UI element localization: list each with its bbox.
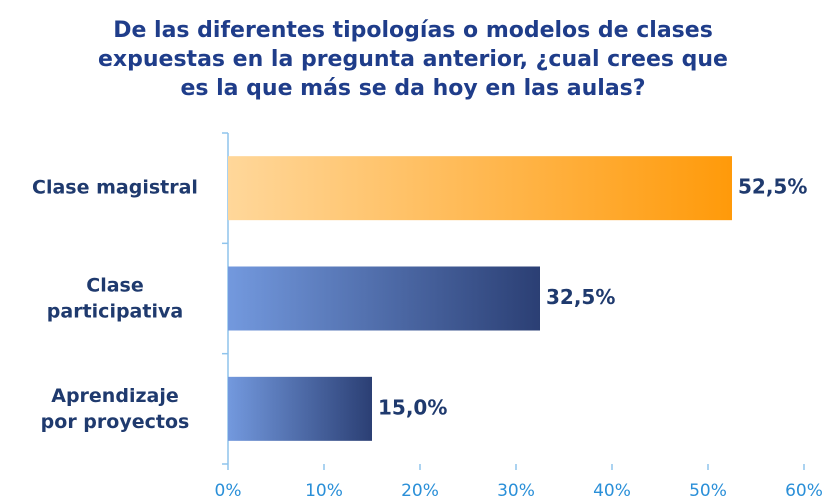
- value-label: 32,5%: [546, 285, 615, 309]
- x-tick-label: 40%: [593, 481, 631, 500]
- x-tick-label: 30%: [497, 481, 535, 500]
- category-label: Clase participativa: [47, 274, 183, 322]
- bar: [228, 266, 540, 331]
- category-label: Aprendizaje por proyectos: [41, 384, 190, 432]
- x-tick-label: 60%: [785, 481, 823, 500]
- value-label: 15,0%: [378, 395, 447, 419]
- bar: [228, 156, 732, 221]
- value-label: 52,5%: [738, 175, 807, 199]
- chart-title: De las diferentes tipologías o modelos d…: [98, 18, 728, 101]
- category-label: Clase magistral: [32, 177, 198, 199]
- x-tick-label: 0%: [215, 481, 242, 500]
- bar: [228, 376, 372, 441]
- x-tick-label: 50%: [689, 481, 727, 500]
- x-tick-label: 20%: [401, 481, 439, 500]
- x-tick-label: 10%: [305, 481, 343, 500]
